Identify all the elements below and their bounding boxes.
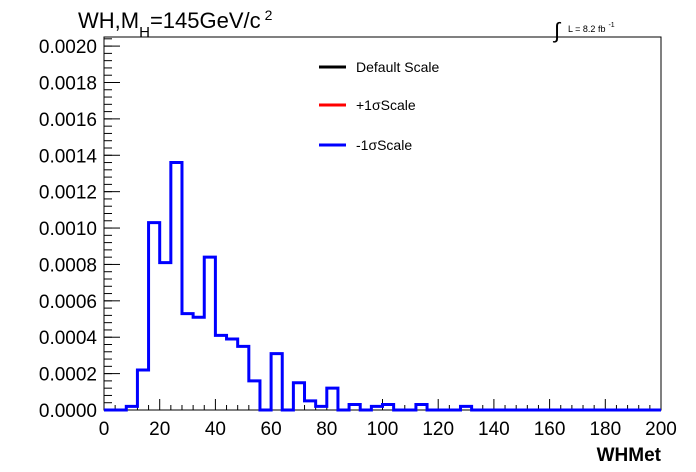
x-tick-label: 40 (205, 419, 226, 440)
x-tick-label: 120 (422, 419, 454, 440)
plot-frame (103, 36, 662, 411)
chart-title: WH,MH=145GeV/c 2 (78, 7, 273, 41)
x-tick-label: 180 (589, 419, 621, 440)
luminosity-label: L = 8.2 fb -1 (568, 22, 615, 34)
y-tick-label: 0.0014 (39, 146, 98, 167)
x-tick-label: 200 (645, 419, 677, 440)
y-tick-label: 0.0006 (39, 292, 97, 313)
x-tick-label: 140 (478, 419, 510, 440)
legend: Default Scale +1σScale -1σScale (319, 59, 439, 153)
x-tick-label: 100 (367, 419, 399, 440)
series-line-minus-1sigma (104, 161, 661, 412)
legend-label: Default Scale (356, 59, 439, 75)
y-tick-label: 0.0000 (39, 401, 97, 422)
legend-label: +1σScale (356, 97, 416, 113)
y-tick-label: 0.0020 (39, 37, 97, 58)
x-tick-label: 60 (261, 419, 282, 440)
legend-label: -1σScale (356, 137, 412, 153)
x-tick-label: 80 (316, 419, 337, 440)
x-tick-label: 0 (99, 419, 110, 440)
x-tick-label: 160 (534, 419, 566, 440)
y-tick-label: 0.0018 (39, 73, 97, 94)
y-tick-label: 0.0016 (39, 110, 97, 131)
x-axis-label: WHMet (597, 445, 662, 466)
x-tick-label: 20 (149, 419, 170, 440)
y-tick-label: 0.0008 (39, 255, 97, 276)
y-tick-label: 0.0004 (39, 328, 98, 349)
series-group (104, 161, 661, 412)
y-tick-label: 0.0002 (39, 365, 97, 386)
y-axis: 0.0000 0.0002 0.0004 0.0006 0.0008 0.0010 0.00… (39, 37, 120, 422)
y-tick-label: 0.0012 (39, 183, 97, 204)
integral-symbol: ∫ (552, 18, 562, 43)
y-tick-label: 0.0010 (39, 219, 97, 240)
